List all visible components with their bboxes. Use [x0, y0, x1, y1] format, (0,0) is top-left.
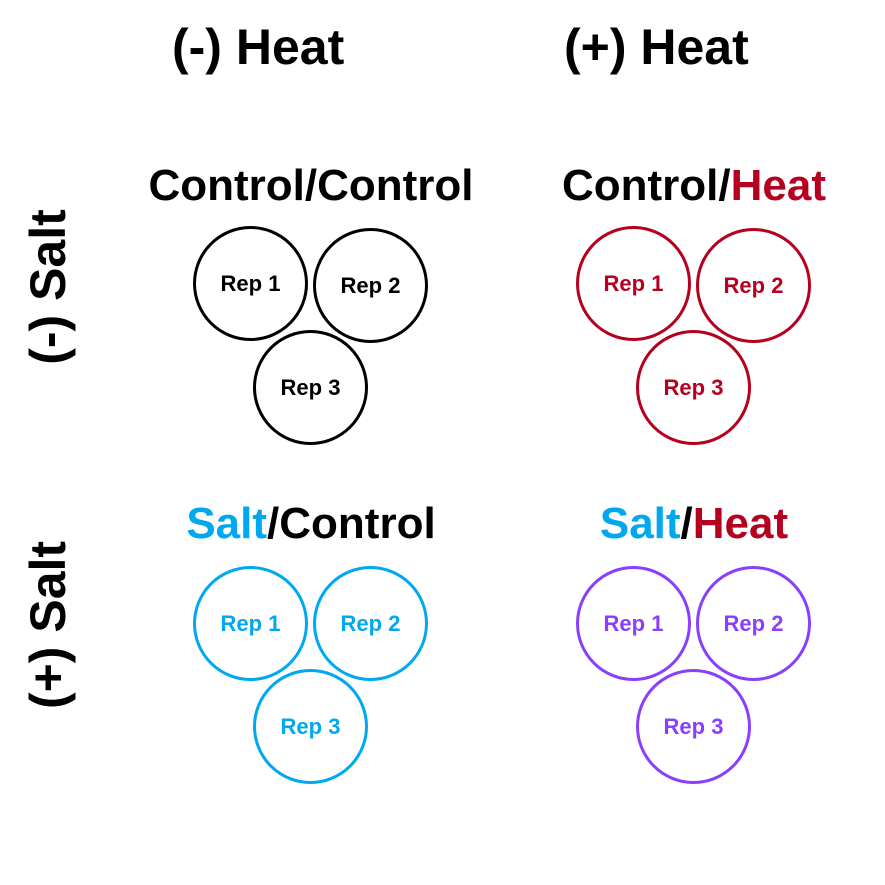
row-header-plus-salt: (+) Salt: [20, 540, 76, 710]
rep-label: Rep 2: [340, 610, 401, 636]
rep-label: Rep 3: [280, 374, 341, 400]
rep-circle: Rep 1: [576, 226, 691, 341]
rep-circle: Rep 1: [576, 566, 691, 681]
condition-second: Control: [317, 161, 474, 210]
rep-circle: Rep 2: [696, 566, 811, 681]
rep-circle: Rep 1: [193, 226, 308, 341]
condition-second: Control: [279, 499, 436, 548]
rep-circle: Rep 3: [636, 330, 751, 445]
condition-title-control-control: Control/Control: [148, 161, 473, 211]
condition-title-salt-heat: Salt/Heat: [600, 499, 788, 549]
condition-first: Control: [148, 161, 305, 210]
rep-label: Rep 2: [723, 610, 784, 636]
condition-second: Heat: [730, 161, 827, 210]
condition-first: Control: [561, 161, 719, 210]
rep-circle: Rep 1: [193, 566, 308, 681]
rep-label: Rep 3: [280, 713, 341, 739]
rep-label: Rep 1: [220, 270, 281, 296]
condition-slash: /: [267, 499, 280, 548]
rep-label: Rep 2: [723, 272, 784, 298]
condition-title-salt-control: Salt/Control: [186, 499, 435, 549]
rep-circle: Rep 2: [313, 566, 428, 681]
column-header-minus-heat: (-) Heat: [172, 19, 345, 75]
rep-circle: Rep 3: [253, 330, 368, 445]
rep-label: Rep 1: [603, 610, 664, 636]
rep-label: Rep 1: [603, 270, 664, 296]
condition-slash: /: [718, 161, 731, 210]
rep-label: Rep 3: [663, 713, 724, 739]
condition-slash: /: [680, 499, 693, 548]
rep-label: Rep 2: [340, 272, 401, 298]
column-header-plus-heat: (+) Heat: [564, 19, 749, 75]
rep-circle: Rep 2: [313, 228, 428, 343]
rep-label: Rep 3: [663, 374, 724, 400]
rep-label: Rep 1: [220, 610, 281, 636]
condition-first: Salt: [186, 499, 268, 548]
condition-second: Heat: [692, 499, 789, 548]
rep-circle: Rep 2: [696, 228, 811, 343]
rep-circle: Rep 3: [253, 669, 368, 784]
condition-title-control-heat: Control/Heat: [562, 161, 826, 211]
row-header-minus-salt: (-) Salt: [20, 209, 76, 365]
condition-first: Salt: [599, 499, 681, 548]
condition-slash: /: [304, 161, 318, 210]
rep-circle: Rep 3: [636, 669, 751, 784]
